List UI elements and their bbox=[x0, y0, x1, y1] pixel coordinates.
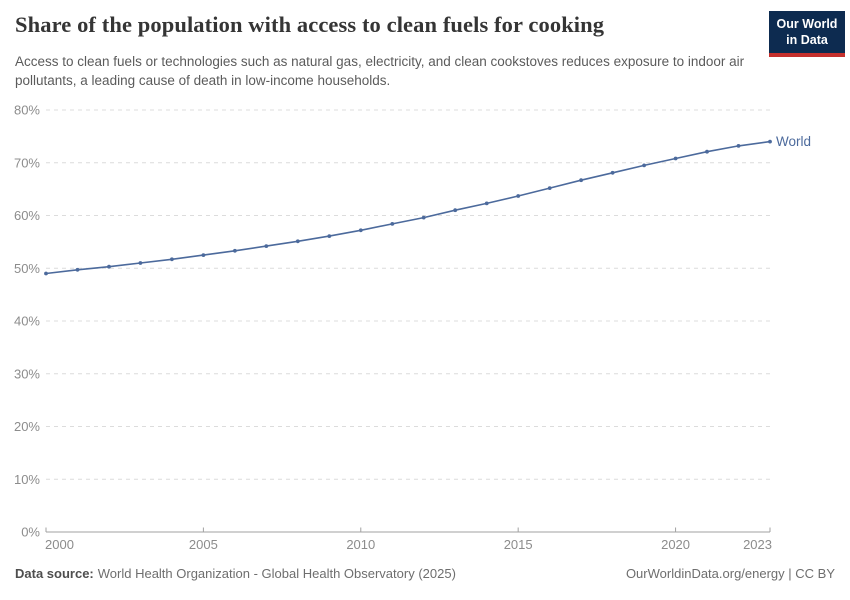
y-tick-label-30: 30% bbox=[14, 366, 40, 381]
data-point-2016[interactable] bbox=[547, 186, 552, 191]
world-line[interactable] bbox=[45, 140, 771, 275]
data-point-2023[interactable] bbox=[768, 139, 772, 144]
x-tick-label-2000: 2000 bbox=[45, 537, 74, 552]
data-point-2006[interactable] bbox=[233, 248, 237, 253]
data-point-2022[interactable] bbox=[736, 144, 741, 148]
data-point-2010[interactable] bbox=[358, 228, 363, 233]
y-tick-label-70: 70% bbox=[14, 155, 40, 170]
x-tick-label-2020: 2020 bbox=[661, 537, 690, 552]
page-title: Share of the population with access to c… bbox=[15, 12, 605, 37]
y-tick-label-80: 80% bbox=[14, 103, 40, 118]
series-end-label-world[interactable]: World bbox=[776, 134, 811, 149]
y-tick-label-50: 50% bbox=[14, 261, 40, 276]
data-point-2004[interactable] bbox=[170, 257, 174, 262]
data-point-2003[interactable] bbox=[138, 261, 143, 265]
y-tick-label-20: 20% bbox=[14, 419, 40, 434]
chart-footer: Data source: World Health Organization - … bbox=[15, 566, 835, 581]
data-point-2011[interactable] bbox=[390, 222, 395, 226]
owid-logo-line1: Our World bbox=[776, 17, 838, 31]
data-point-2000[interactable] bbox=[44, 271, 48, 276]
data-point-2014[interactable] bbox=[484, 201, 489, 206]
y-tick-label-0: 0% bbox=[21, 525, 40, 540]
data-source-note: Data source: World Health Organization - … bbox=[15, 566, 456, 581]
data-point-2001[interactable] bbox=[75, 267, 80, 272]
data-point-2007[interactable] bbox=[264, 244, 269, 249]
data-point-2019[interactable] bbox=[642, 163, 646, 168]
x-tick-label-2015: 2015 bbox=[504, 537, 533, 552]
x-tick-label-2023: 2023 bbox=[743, 537, 772, 552]
data-point-2009[interactable] bbox=[327, 234, 332, 239]
data-point-2008[interactable] bbox=[295, 239, 300, 244]
data-source-text: World Health Organization - Global Healt… bbox=[97, 566, 456, 581]
page-subtitle: Access to clean fuels or technologies su… bbox=[15, 54, 745, 88]
data-point-2015[interactable] bbox=[516, 194, 521, 198]
x-tick-label-2005: 2005 bbox=[189, 537, 218, 552]
owid-logo-line2: in Data bbox=[786, 33, 828, 48]
data-point-2018[interactable] bbox=[610, 170, 615, 175]
y-tick-label-10: 10% bbox=[14, 472, 40, 487]
x-tick-label-2010: 2010 bbox=[346, 537, 375, 552]
data-point-2012[interactable] bbox=[421, 215, 426, 220]
data-point-2005[interactable] bbox=[201, 253, 206, 257]
data-source-label: Data source: bbox=[15, 566, 94, 581]
data-point-2021[interactable] bbox=[705, 149, 709, 154]
data-point-2017[interactable] bbox=[579, 178, 583, 183]
data-point-2002[interactable] bbox=[107, 264, 111, 269]
owid-url-license-link[interactable]: OurWorldinData.org/energy | CC BY bbox=[625, 566, 835, 581]
y-tick-label-40: 40% bbox=[14, 314, 40, 329]
data-point-2013[interactable] bbox=[453, 208, 458, 213]
owid-logo[interactable]: Our World in Data bbox=[769, 11, 845, 57]
y-tick-label-60: 60% bbox=[14, 208, 40, 223]
data-point-2020[interactable] bbox=[673, 156, 678, 161]
